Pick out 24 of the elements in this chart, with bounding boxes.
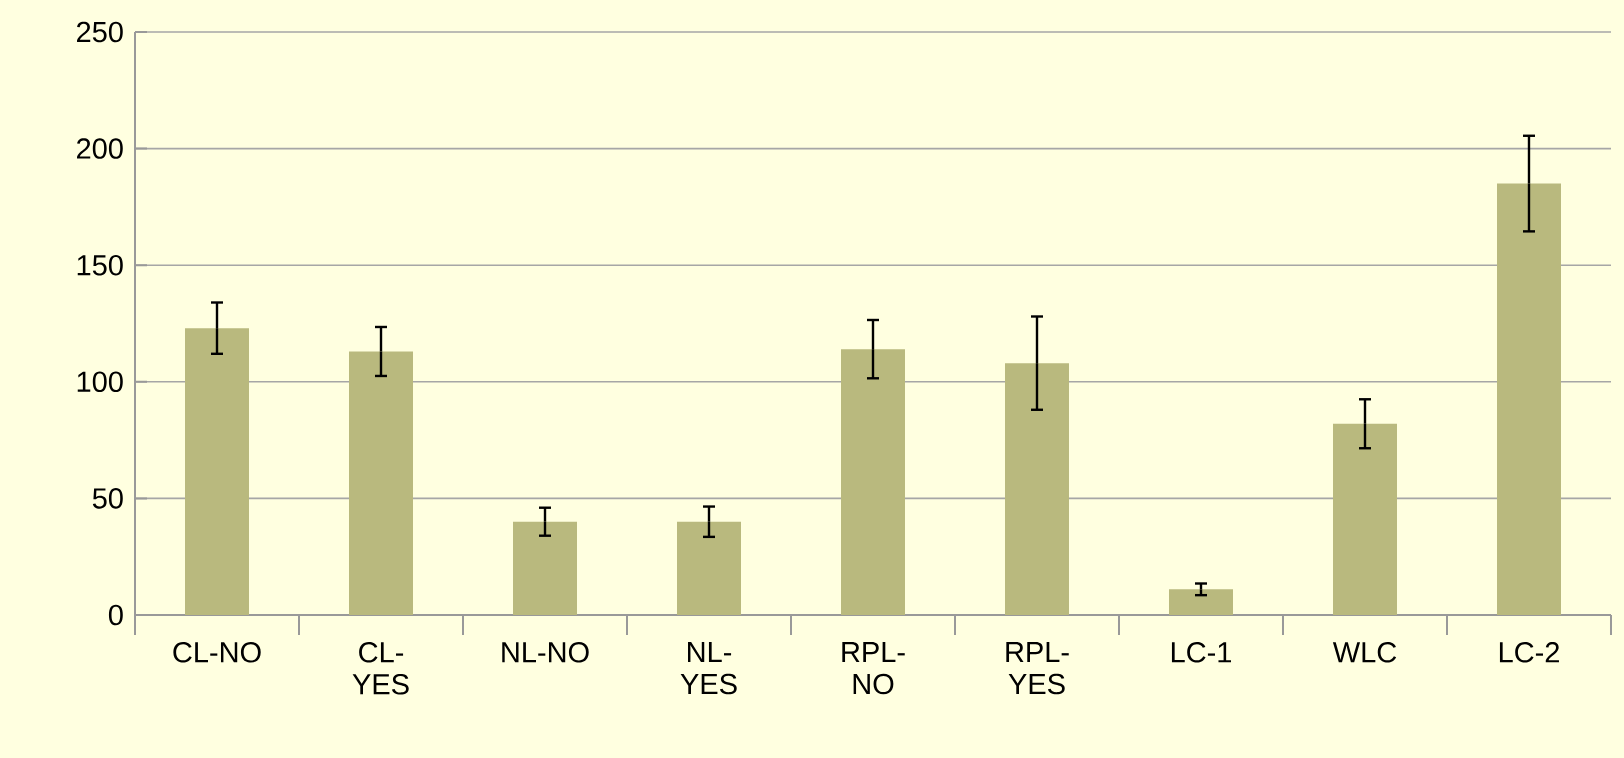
x-tick-label: LC-1: [1171, 642, 1231, 663]
y-tick-label: 150: [77, 254, 123, 276]
x-tick-label: NL-YES: [680, 642, 737, 695]
bar: [185, 328, 249, 615]
bar: [841, 349, 905, 615]
y-tick-label: 50: [92, 488, 123, 509]
x-tick-label: CL-YES: [352, 642, 409, 695]
x-tick-label: LC-2: [1499, 642, 1559, 663]
bar: [1497, 183, 1561, 615]
x-tick-label: WLC: [1332, 642, 1397, 663]
x-tick-label: NL-NO: [502, 642, 589, 663]
y-tick-label: 200: [77, 138, 123, 159]
bar: [1332, 423, 1397, 615]
x-tick-label: RPL-NO: [842, 642, 905, 695]
x-tick-label: RPL-YES: [1006, 642, 1069, 695]
x-tick-label: CL-NO: [173, 642, 261, 663]
y-tick-label: 0: [108, 604, 123, 626]
bar: [677, 521, 741, 615]
y-tick-label: 250: [77, 21, 123, 43]
bar: [1005, 363, 1069, 615]
bar: [513, 521, 577, 615]
bar: [1168, 589, 1233, 615]
bar: [349, 351, 413, 615]
y-tick-label: 100: [77, 371, 123, 393]
